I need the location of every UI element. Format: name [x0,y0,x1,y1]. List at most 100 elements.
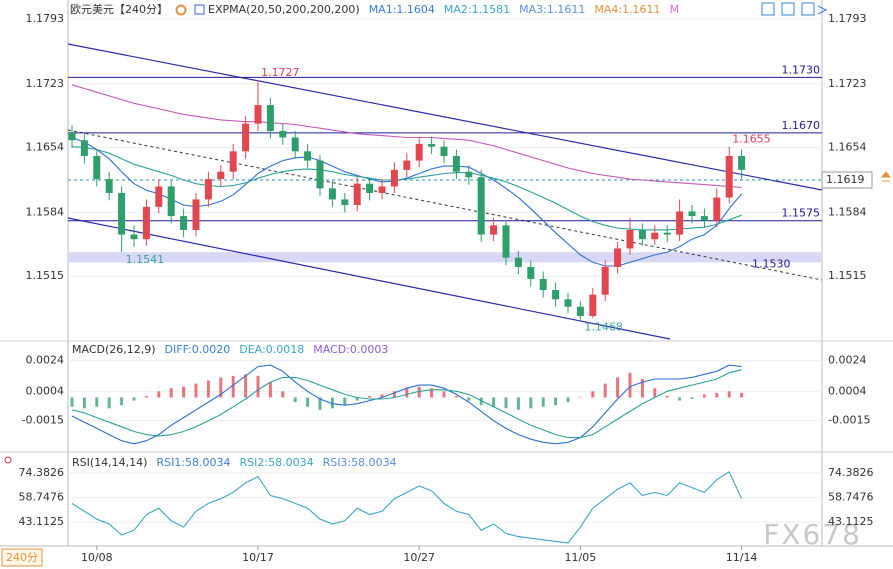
y-tick-label: 74.3826 [19,466,65,479]
macd-bar [157,391,161,398]
y-tick-label: 1.1793 [26,12,65,25]
toolbar-button[interactable] [781,2,795,16]
toolbar-button[interactable] [761,2,775,16]
macd-bar [194,383,198,398]
macd-bar [70,397,74,407]
y-tick-label: 1.1515 [26,269,65,282]
y-tick-label: 58.7476 [828,491,874,504]
macd-bar [281,391,285,398]
y-tick-label: 1.1515 [828,269,867,282]
candle-body [527,266,535,279]
legend-entry: MA1:1.1604 [369,3,435,16]
y-tick-label: 1.1654 [828,141,867,154]
candle-body [366,183,374,193]
macd-bar [318,397,322,410]
macd-bar [554,397,558,406]
candle-body [155,186,163,207]
indicator-line [71,136,743,267]
macd-bar [405,388,409,398]
candle-body [738,155,746,170]
y-tick-label: 74.3826 [828,466,874,479]
y-tick-label: -0.0015 [828,414,870,427]
candle-body [589,294,597,316]
trend-label: 1.1530 [752,257,791,270]
macd-bar [306,397,310,407]
candle-body [105,179,113,193]
candle-body [601,266,609,295]
macd-bar [740,392,744,398]
macd-bar [492,397,496,407]
x-tick-label: 11/14 [726,551,758,564]
toolbar-button[interactable] [801,2,815,16]
candle-body [638,229,646,240]
candle-body [676,211,684,235]
watermark: FX678 [763,518,862,551]
candle-body [316,160,324,189]
indicator-line [71,84,742,188]
y-tick-label: 1.1584 [26,205,65,218]
candle-body [93,155,101,180]
macd-bar [603,383,607,398]
current-price-box [821,171,873,189]
candle-body [353,183,361,205]
trend-line-upper [67,43,823,191]
candle-body [341,199,349,205]
candle-body [229,151,237,172]
macd-bar [182,386,186,398]
legend-entry: MA3:1.1611 [519,3,585,16]
indicator-icon[interactable] [194,4,205,15]
y-tick-label: 1.1793 [828,12,867,25]
candle-body [204,179,212,200]
indicator-icon[interactable] [4,456,12,464]
legend-entry: EXPMA(20,50,200,200,200) [208,3,360,16]
legend-entry: MACD(26,12,9) [72,343,156,356]
macd-bar [628,372,632,398]
candle-body [328,188,336,200]
candle-body [254,105,262,124]
macd-bar [516,397,520,410]
legend-entry: M [670,3,680,16]
y-tick-label: 0.0004 [26,384,65,397]
macd-bar [690,397,694,400]
candle-body [452,155,460,172]
macd-bar [541,397,545,407]
x-tick-label: 10/17 [242,551,274,564]
macd-bar [702,394,706,398]
macd-bar [467,397,471,401]
candle-body [180,216,188,230]
candle-body [403,160,411,170]
indicator-line [71,369,742,439]
macd-bar [244,374,248,398]
legend-entry: MA2:1.1581 [444,3,510,16]
x-tick-label: 11/05 [565,551,597,564]
macd-bar [231,375,235,398]
candle-body [390,169,398,187]
candle-body [576,306,584,316]
candle-body [130,234,138,240]
toolbar-button[interactable] [817,5,828,15]
level-label: 1.1730 [782,63,821,76]
settings-icon[interactable] [175,4,187,16]
macd-bar [417,386,421,398]
macd-bar [430,388,434,398]
y-tick-label: 43.1125 [828,515,874,528]
macd-bar [715,392,719,398]
candle-body [700,216,708,221]
macd-bar [206,380,210,398]
trough-label: 1.1541 [126,253,165,266]
period-label[interactable]: 240分 [6,551,38,564]
candle-body [614,248,622,267]
candle-body [80,140,88,156]
candle-body [477,177,485,235]
macd-bar [95,397,99,407]
x-tick-label: 10/27 [403,551,435,564]
macd-bar [107,397,111,409]
x-tick-label: 10/08 [81,551,113,564]
candle-body [167,186,175,217]
period-button[interactable] [1,548,43,567]
y-tick-label: 0.0004 [828,384,867,397]
legend-entry: RSI3:58.0034 [323,456,397,469]
toolbar [761,2,828,16]
